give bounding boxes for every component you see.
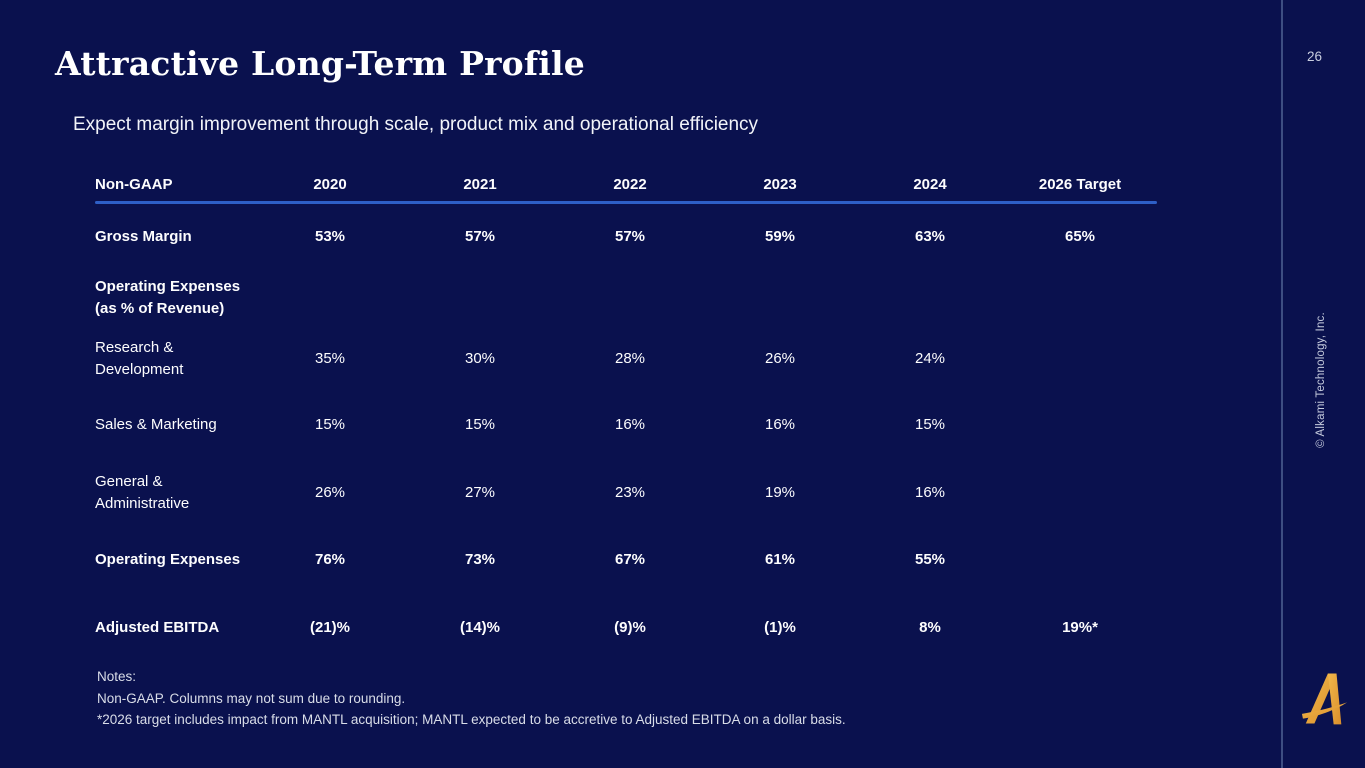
row-label: Sales & Marketing <box>95 416 217 433</box>
copyright-text: © Alkami Technology, Inc. <box>1315 312 1327 448</box>
table-body: Gross Margin 53% 57% 57% 59% 63% 65% Operating … <box>95 226 1157 639</box>
cell-value: 55% <box>914 551 946 568</box>
cell-value: 16% <box>914 484 946 501</box>
margin-table: Non-GAAP 2020 2021 2022 2023 2024 2026 Target … <box>95 174 1157 639</box>
cell-value: (1)% <box>764 619 796 636</box>
table-header-row: Non-GAAP 2020 2021 2022 2023 2024 2026 Target <box>95 174 1157 196</box>
note-line: Non-GAAP. Columns may not sum due to rou… <box>97 690 406 706</box>
notes-heading: Notes: <box>97 669 137 684</box>
row-label: Research & Development <box>95 339 184 378</box>
right-divider-line <box>1281 0 1283 768</box>
row-label: Operating Expenses (as % of Revenue) <box>95 278 241 317</box>
row-label: Adjusted EBITDA <box>95 619 220 636</box>
cell-value: 26% <box>764 350 796 367</box>
cell-value: 63% <box>914 228 946 245</box>
cell-value: 59% <box>764 228 796 245</box>
cell-value: 16% <box>764 416 796 433</box>
table-row: Research & Development 35% 30% 28% 26% 24% <box>95 337 1157 381</box>
table-row: General & Administrative 26% 27% 23% 19% 16% <box>95 471 1157 515</box>
column-header: 2021 <box>463 176 497 193</box>
notes-block: Notes: Non-GAAP. Columns may not sum due… <box>97 666 846 731</box>
cell-value: 57% <box>614 228 646 245</box>
cell-value: 15% <box>464 416 496 433</box>
table-row: Operating Expenses 76% 73% 67% 61% 55% <box>95 549 1157 571</box>
cell-value: 26% <box>314 484 346 501</box>
table-row: Operating Expenses (as % of Revenue) <box>95 276 1157 320</box>
alkami-logo-icon <box>1301 673 1348 725</box>
cell-value: 15% <box>914 416 946 433</box>
cell-value: 57% <box>464 228 496 245</box>
cell-value: 53% <box>314 228 346 245</box>
header-underline-rule <box>95 201 1157 204</box>
table-row: Sales & Marketing 15% 15% 16% 16% 15% <box>95 414 1157 436</box>
cell-value: 61% <box>764 551 796 568</box>
column-header: 2023 <box>763 176 797 193</box>
slide-title: Attractive Long-Term Profile <box>55 44 585 83</box>
cell-value: 35% <box>314 350 346 367</box>
cell-value: 23% <box>614 484 646 501</box>
slide-subtitle: Expect margin improvement through scale,… <box>73 114 759 135</box>
cell-value: 30% <box>464 350 496 367</box>
column-header: 2020 <box>313 176 347 193</box>
row-label: Gross Margin <box>95 228 192 245</box>
cell-value: 65% <box>1064 228 1096 245</box>
column-header: Non-GAAP <box>95 176 173 193</box>
column-header: 2026 Target <box>1038 176 1122 193</box>
column-header: 2024 <box>913 176 947 193</box>
cell-value: 73% <box>464 551 496 568</box>
cell-value: 67% <box>614 551 646 568</box>
cell-value: 19%* <box>1062 619 1098 636</box>
row-label: Operating Expenses <box>95 551 241 568</box>
cell-value: 8% <box>919 619 941 636</box>
note-line: *2026 target includes impact from MANTL … <box>97 712 846 727</box>
cell-value: 27% <box>464 484 496 501</box>
row-label: General & Administrative <box>95 473 190 512</box>
cell-value: (21)% <box>309 619 350 636</box>
cell-value: 15% <box>314 416 346 433</box>
column-header: 2022 <box>613 176 647 193</box>
cell-value: 24% <box>914 350 946 367</box>
table-row: Gross Margin 53% 57% 57% 59% 63% 65% <box>95 226 1157 248</box>
page-number: 26 <box>1307 49 1323 64</box>
cell-value: (9)% <box>614 619 646 636</box>
table-row: Adjusted EBITDA (21)% (14)% (9)% (1)% 8% 19%* <box>95 617 1157 639</box>
cell-value: 16% <box>614 416 646 433</box>
cell-value: 28% <box>614 350 646 367</box>
cell-value: 19% <box>764 484 796 501</box>
notes-lines: Non-GAAP. Columns may not sum due to rou… <box>97 688 846 731</box>
cell-value: 76% <box>314 551 346 568</box>
cell-value: (14)% <box>459 619 500 636</box>
